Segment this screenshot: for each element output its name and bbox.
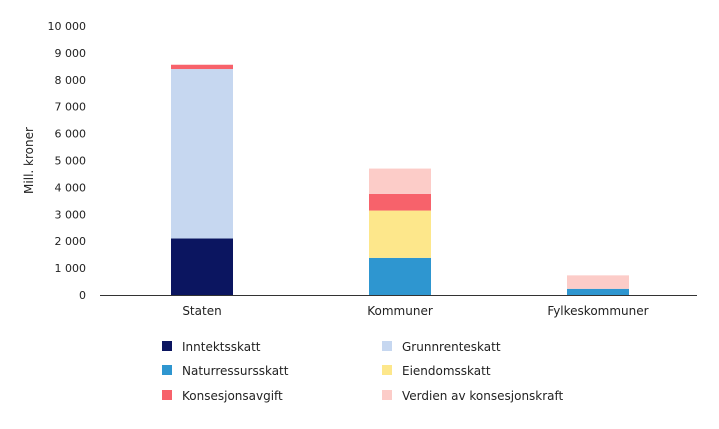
legend-swatch	[382, 390, 392, 400]
legend-swatch	[382, 365, 392, 375]
bar-segment-verdien-av-konsesjonskraft-2	[567, 275, 629, 289]
legend-item-konsesjonsavgift: Konsesjonsavgift	[162, 389, 283, 403]
legend-label: Grunnrenteskatt	[402, 340, 501, 354]
y-tick-label: 2 000	[55, 235, 87, 248]
bar-segment-naturressursskatt-1	[369, 257, 431, 295]
bar-segment-eiendomsskatt-1	[369, 210, 431, 258]
legend-label: Eiendomsskatt	[402, 364, 491, 378]
y-tick-label: 3 000	[55, 208, 87, 221]
bar-segment-inntektsskatt-0	[171, 238, 233, 295]
legend-swatch	[162, 341, 172, 351]
legend: Inntektsskatt Grunnrenteskatt Naturressurs…	[162, 340, 564, 403]
x-axis-labels: Staten Kommuner Fylkeskommuner	[182, 304, 648, 318]
y-tick-label: 10 000	[48, 20, 87, 33]
bar-segment-naturressursskatt-2	[567, 288, 629, 295]
y-tick-label: 9 000	[55, 47, 87, 60]
legend-label: Konsesjonsavgift	[182, 389, 283, 403]
bar-segment-konsesjonsavgift-0	[171, 64, 233, 70]
y-tick-label: 8 000	[55, 74, 87, 87]
y-axis-title: Mill. kroner	[22, 127, 36, 194]
y-tick-label: 7 000	[55, 101, 87, 114]
y-axis-ticks: 0 1 000 2 000 3 000 4 000 5 000 6 000 7 000 8 00…	[48, 20, 87, 302]
y-tick-label: 0	[79, 289, 86, 302]
x-category-label: Staten	[182, 304, 221, 318]
legend-label: Verdien av konsesjonskraft	[402, 389, 564, 403]
y-tick-label: 5 000	[55, 155, 87, 168]
y-tick-label: 1 000	[55, 262, 87, 275]
legend-label: Inntektsskatt	[182, 340, 261, 354]
legend-item-naturressursskatt: Naturressursskatt	[162, 364, 289, 378]
bars	[171, 64, 629, 295]
legend-label: Naturressursskatt	[182, 364, 289, 378]
y-tick-label: 4 000	[55, 181, 87, 194]
legend-item-eiendomsskatt: Eiendomsskatt	[382, 364, 491, 378]
x-category-label: Kommuner	[367, 304, 433, 318]
legend-swatch	[382, 341, 392, 351]
y-tick-label: 6 000	[55, 128, 87, 141]
x-category-label: Fylkeskommuner	[547, 304, 648, 318]
legend-item-grunnrenteskatt: Grunnrenteskatt	[382, 340, 501, 354]
bar-segment-grunnrenteskatt-0	[171, 69, 233, 239]
legend-swatch	[162, 365, 172, 375]
bar-segment-verdien-av-konsesjonskraft-1	[369, 168, 431, 194]
legend-item-inntektsskatt: Inntektsskatt	[162, 340, 261, 354]
legend-swatch	[162, 390, 172, 400]
bar-segment-konsesjonsavgift-1	[369, 193, 431, 211]
legend-item-verdien-av-konsesjonskraft: Verdien av konsesjonskraft	[382, 389, 564, 403]
